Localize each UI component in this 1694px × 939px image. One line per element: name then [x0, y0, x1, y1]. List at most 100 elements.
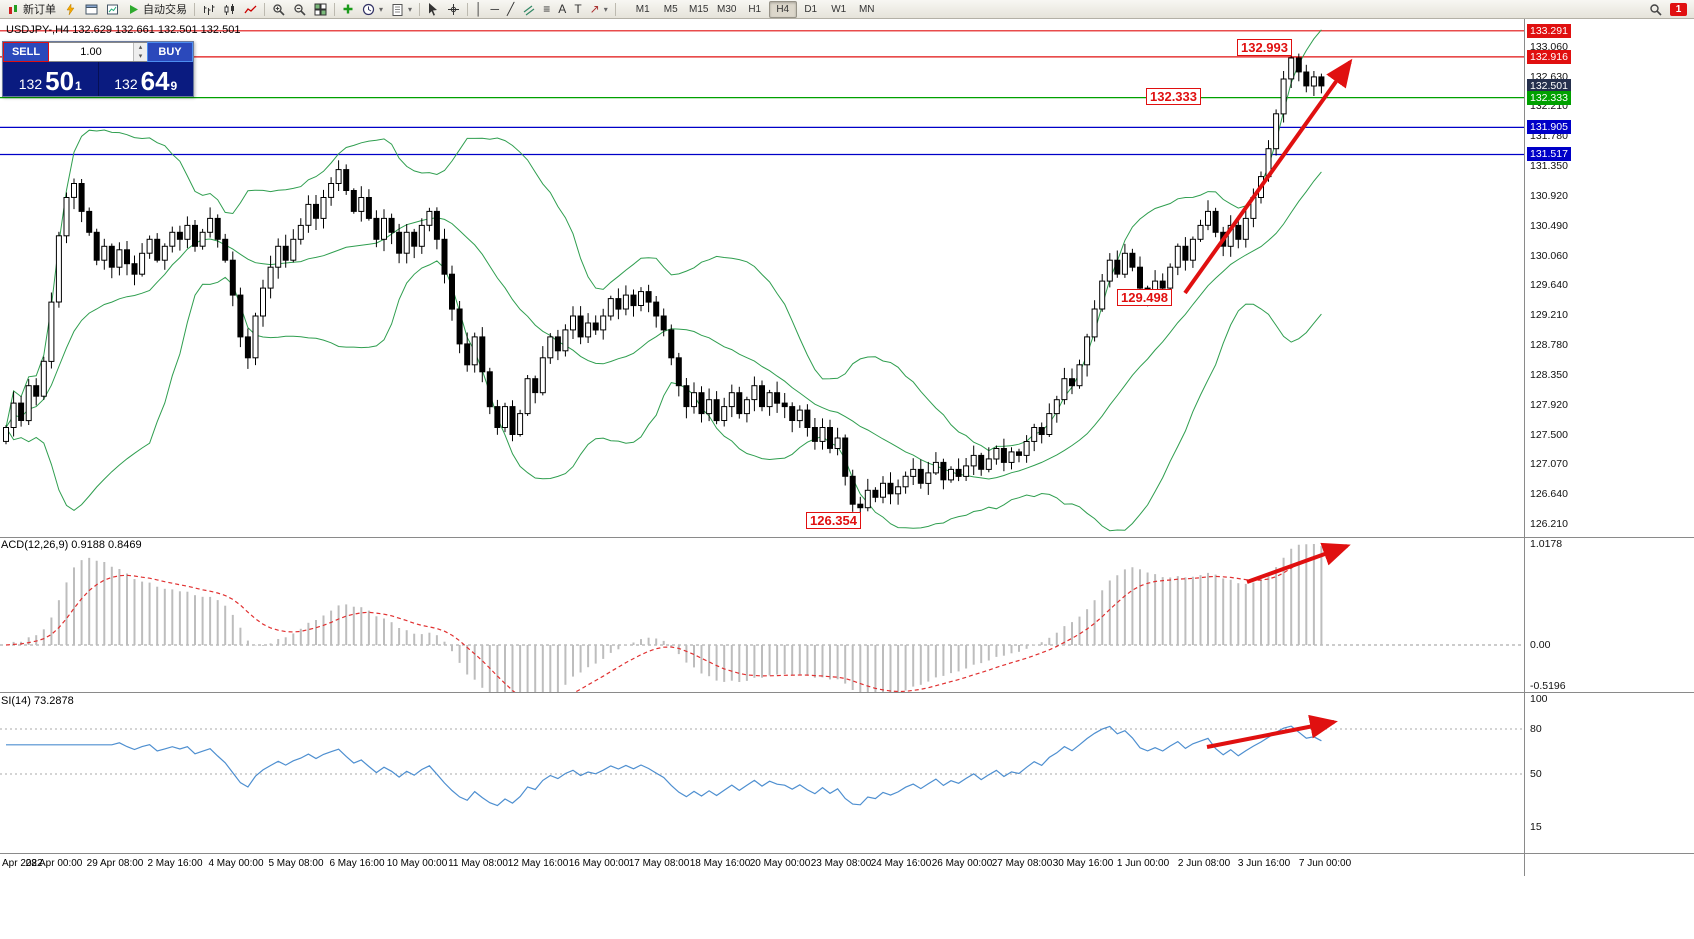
- price-tick: 128.350: [1530, 369, 1568, 381]
- history-chart-icon: [107, 4, 118, 14]
- volume-decrease-button[interactable]: ▾: [134, 52, 147, 61]
- tf-H4[interactable]: H4: [768, 0, 797, 18]
- panel-divider[interactable]: [0, 537, 1694, 538]
- panel-divider[interactable]: [0, 692, 1694, 693]
- sell-button[interactable]: SELL: [3, 42, 49, 62]
- crosshair-tool-button[interactable]: [443, 0, 464, 18]
- fibonacci-icon: ≡: [543, 2, 551, 16]
- history-center-button[interactable]: [102, 0, 123, 18]
- time-axis[interactable]: Apr 2022 28 Apr 00:00 29 Apr 08:00 2 May 16…: [0, 856, 1524, 874]
- volume-increase-button[interactable]: ▴: [134, 43, 147, 52]
- main-chart-canvas[interactable]: [0, 19, 1524, 537]
- zoom-out-icon: [294, 3, 306, 16]
- price-tick: 129.640: [1530, 279, 1568, 291]
- macd-arrow[interactable]: [1246, 542, 1351, 584]
- candlestick-chart-button[interactable]: [219, 0, 240, 18]
- chevron-down-icon: ▾: [379, 4, 384, 14]
- fibonacci-tool-button[interactable]: ≡: [539, 0, 554, 18]
- axis-label: 2 May 16:00: [147, 858, 203, 869]
- buy-price[interactable]: 132 64 9: [98, 62, 193, 96]
- candles: [3, 49, 1325, 519]
- trend-arrow[interactable]: [1183, 58, 1353, 295]
- new-order-button[interactable]: 新订单: [3, 0, 60, 18]
- price-tick: 126.210: [1530, 518, 1568, 530]
- buy-button[interactable]: BUY: [147, 42, 193, 62]
- periods-button[interactable]: ▾: [358, 0, 387, 18]
- axis-label: 17 May 08:00: [628, 858, 690, 869]
- new-order-label: 新订单: [23, 4, 56, 16]
- tf-MN[interactable]: MN: [858, 3, 875, 15]
- indicators-plus-icon: [343, 4, 353, 14]
- panel-divider[interactable]: [0, 853, 1694, 854]
- text-tool-button[interactable]: A: [554, 0, 570, 18]
- price-tag-blue: 131.517: [1527, 147, 1571, 161]
- price-tag-green: 132.333: [1527, 91, 1571, 105]
- tf-M30[interactable]: M30: [717, 3, 737, 15]
- price-tick: 130.060: [1530, 250, 1568, 262]
- price-tag-bid: 132.501: [1527, 79, 1571, 93]
- tf-W1[interactable]: W1: [831, 3, 847, 15]
- axis-label: 6 May 16:00: [329, 858, 385, 869]
- zoom-in-button[interactable]: [268, 0, 289, 18]
- tf-D1[interactable]: D1: [804, 3, 818, 15]
- chart-window-button[interactable]: [81, 0, 102, 18]
- search-button[interactable]: [1645, 0, 1666, 18]
- price-callout[interactable]: 132.993: [1237, 39, 1292, 56]
- label-tool-button[interactable]: T: [570, 0, 585, 18]
- price-callout[interactable]: 132.333: [1146, 88, 1201, 105]
- price-tag-red: 132.916: [1527, 50, 1571, 64]
- tile-windows-button[interactable]: [310, 0, 331, 18]
- bollinger-lower: [5, 260, 1322, 532]
- axis-label: 16 May 00:00: [568, 858, 630, 869]
- price-callout[interactable]: 126.354: [806, 512, 861, 529]
- rsi-panel-canvas[interactable]: [0, 693, 1524, 853]
- rsi-arrow[interactable]: [1206, 714, 1338, 749]
- trendline-icon: ╱: [507, 2, 515, 16]
- toolbar: 新订单 自动交易: [0, 0, 1694, 19]
- chevron-down-icon: ▾: [603, 4, 608, 14]
- price-tick: 127.070: [1530, 458, 1568, 470]
- text-tool-icon: A: [558, 2, 567, 16]
- scale-divider: [1524, 19, 1525, 876]
- vertical-line-tool-button[interactable]: │: [471, 0, 487, 18]
- autotrade-button[interactable]: 自动交易: [123, 0, 191, 18]
- ohlc-info: USDJPY-,H4 132.629 132.661 132.501 132.5…: [6, 24, 241, 36]
- candlestick-icon: [224, 3, 234, 15]
- toolbar-separator: [334, 2, 335, 16]
- clock-icon: [362, 3, 375, 15]
- sell-price[interactable]: 132 50 1: [3, 62, 98, 96]
- channel-tool-button[interactable]: [518, 0, 539, 18]
- toolbar-separator: [467, 2, 469, 16]
- bar-chart-button[interactable]: [198, 0, 219, 18]
- templates-button[interactable]: ▾: [387, 0, 416, 18]
- cursor-tool-button[interactable]: [423, 0, 443, 18]
- buy-price-sup: 9: [170, 79, 178, 93]
- toolbar-separator: [194, 2, 195, 16]
- sell-price-sup: 1: [75, 79, 82, 93]
- volume-input[interactable]: [49, 43, 133, 61]
- zoom-out-button[interactable]: [289, 0, 310, 18]
- line-chart-button[interactable]: [240, 0, 261, 18]
- price-callout[interactable]: 129.498: [1117, 289, 1172, 306]
- price-tick: 129.210: [1530, 309, 1568, 321]
- search-icon: [1650, 3, 1662, 16]
- axis-label: Apr 2022: [2, 858, 43, 869]
- window-icon: [85, 4, 98, 14]
- quotes-button[interactable]: [60, 0, 81, 18]
- horizontal-line-tool-button[interactable]: ─: [487, 0, 504, 18]
- price-tag-blue: 131.905: [1527, 120, 1571, 134]
- indicators-button[interactable]: [338, 0, 358, 18]
- line-chart-icon: [244, 5, 257, 13]
- arrow-tool-icon: ↗: [589, 2, 600, 16]
- price-tick: 128.780: [1530, 339, 1568, 351]
- macd-panel-canvas[interactable]: [0, 538, 1524, 692]
- toolbar-separator: [264, 2, 265, 16]
- notification-badge[interactable]: 1: [1670, 2, 1687, 16]
- tf-M1[interactable]: M1: [635, 3, 650, 15]
- buy-price-main: 64: [140, 66, 170, 96]
- tf-M15[interactable]: M15: [689, 3, 709, 15]
- tf-M5[interactable]: M5: [663, 3, 678, 15]
- tf-H1[interactable]: H1: [748, 3, 762, 15]
- arrows-tool-button[interactable]: ↗ ▾: [586, 0, 612, 18]
- trendline-tool-button[interactable]: ╱: [503, 0, 518, 18]
